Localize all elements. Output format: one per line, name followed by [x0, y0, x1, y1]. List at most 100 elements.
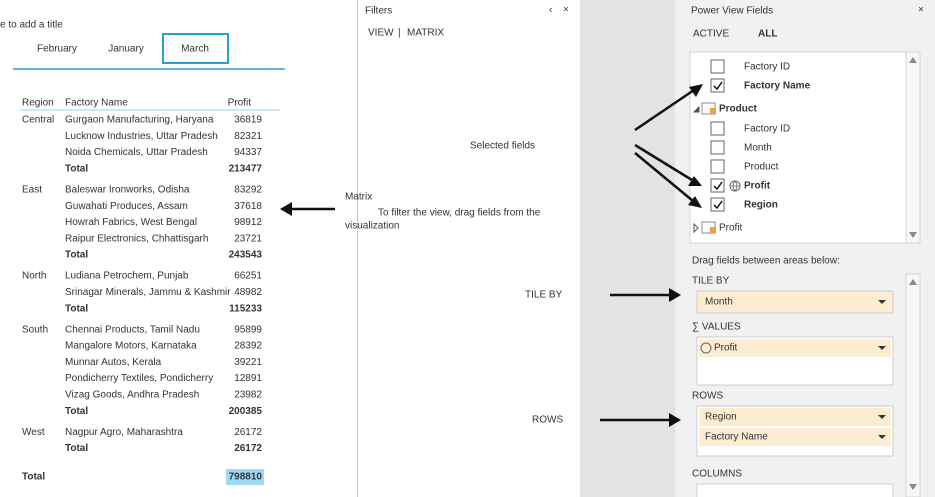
- grand-total-label: Total: [22, 472, 45, 483]
- factory-cell: Howrah Fabrics, West Bengal: [65, 217, 197, 228]
- factory-cell: Baleswar Ironworks, Odisha: [65, 185, 190, 196]
- areas-hint: Drag fields between areas below:: [692, 256, 840, 267]
- filters-title: Filters: [365, 6, 392, 17]
- well-field[interactable]: Profit: [714, 343, 738, 354]
- dropdown-arrow[interactable]: [878, 346, 886, 350]
- checkbox[interactable]: [710, 159, 725, 174]
- column-header: Factory Name: [65, 98, 128, 109]
- annotation: Matrix: [345, 192, 372, 203]
- dropdown-arrow[interactable]: [878, 300, 886, 304]
- region-cell: East: [22, 185, 42, 196]
- expand-toggle[interactable]: [692, 105, 700, 113]
- region-cell: Central: [22, 115, 54, 126]
- tile[interactable]: February: [37, 44, 77, 55]
- tile-selected-box: [162, 33, 229, 64]
- factory-cell: Chennai Products, Tamil Nadu: [65, 324, 200, 335]
- filters-bg: [358, 0, 580, 497]
- canvas-title[interactable]: e to add a title: [0, 20, 63, 31]
- dropdown-arrow[interactable]: [878, 415, 886, 419]
- close-button[interactable]: ×: [563, 5, 569, 16]
- fields-tab[interactable]: ALL: [758, 29, 777, 40]
- annotation: ROWS: [532, 415, 563, 426]
- area-label: COLUMNS: [692, 469, 742, 480]
- field-well[interactable]: [699, 408, 891, 426]
- field-name[interactable]: Month: [744, 143, 772, 154]
- total-value: 26172: [234, 443, 262, 454]
- checkbox[interactable]: [710, 197, 725, 212]
- area-label: TILE BY: [692, 276, 730, 287]
- factory-cell: Raipur Electronics, Chhattisgarh: [65, 233, 208, 244]
- grand-total-value: 798810: [229, 472, 263, 483]
- tile[interactable]: January: [108, 44, 144, 55]
- table-icon-badge: [710, 108, 716, 114]
- fields-tab[interactable]: ACTIVE: [693, 29, 729, 40]
- total-label: Total: [65, 406, 88, 417]
- dropdown-arrow[interactable]: [878, 435, 886, 439]
- factory-cell: Munnar Autos, Kerala: [65, 357, 162, 368]
- drop-area: [696, 483, 894, 497]
- expand-toggle[interactable]: [693, 222, 699, 234]
- field-name[interactable]: Factory ID: [744, 124, 790, 135]
- checkmark: [713, 81, 723, 91]
- profit-cell: 28392: [234, 341, 262, 352]
- annotation: visualization: [345, 221, 399, 232]
- factory-cell: Noida Chemicals, Uttar Pradesh: [65, 147, 208, 158]
- factory-cell: Lucknow Industries, Uttar Pradesh: [65, 131, 218, 142]
- field-name[interactable]: Product: [744, 162, 779, 173]
- grand-total-highlight: [226, 469, 264, 485]
- gutter-bg: [580, 0, 675, 497]
- column-header: Region: [22, 98, 54, 109]
- filters-tab[interactable]: VIEW: [368, 28, 394, 39]
- profit-cell: 26172: [234, 427, 262, 438]
- checkbox[interactable]: [710, 59, 725, 74]
- field-well[interactable]: [699, 428, 891, 446]
- field-name[interactable]: Factory ID: [744, 62, 790, 73]
- well-field[interactable]: Factory Name: [705, 432, 768, 443]
- factory-cell: Guwahati Produces, Assam: [65, 201, 188, 212]
- table-icon-badge: [710, 227, 716, 233]
- total-label: Total: [65, 250, 88, 261]
- checkbox[interactable]: [710, 121, 725, 136]
- filters-tab[interactable]: MATRIX: [407, 28, 444, 39]
- field-name[interactable]: Factory Name: [744, 81, 811, 92]
- tile[interactable]: March: [181, 44, 209, 55]
- field-name[interactable]: Profit: [744, 181, 771, 192]
- total-label: Total: [65, 303, 88, 314]
- region-cell: West: [22, 427, 45, 438]
- factory-cell: Srinagar Minerals, Jammu & Kashmir: [65, 287, 231, 298]
- factory-cell: Ludiana Petrochem, Punjab: [65, 271, 189, 282]
- profit-cell: 48982: [234, 287, 262, 298]
- well-field[interactable]: Month: [705, 297, 733, 308]
- checkbox[interactable]: [710, 178, 725, 193]
- globe-icon: [730, 180, 740, 192]
- table-name[interactable]: Product: [719, 104, 757, 115]
- total-label: Total: [65, 164, 88, 175]
- table-name[interactable]: Profit: [719, 223, 743, 234]
- close-button[interactable]: ×: [918, 5, 924, 16]
- scrollbar[interactable]: [905, 51, 921, 244]
- field-list-box: [689, 51, 907, 244]
- fields-title: Power View Fields: [691, 6, 773, 17]
- factory-cell: Pondicherry Textiles, Pondicherry: [65, 373, 213, 384]
- factory-cell: Mangalore Motors, Karnataka: [65, 341, 197, 352]
- total-value: 115233: [229, 303, 262, 314]
- scrollbar[interactable]: [905, 273, 921, 497]
- region-cell: South: [22, 324, 48, 335]
- profit-cell: 23982: [234, 390, 262, 401]
- profit-cell: 82321: [234, 131, 262, 142]
- total-value: 200385: [229, 406, 263, 417]
- field-well[interactable]: [699, 339, 891, 357]
- filters-hint: To filter the view, drag fields from the: [378, 208, 541, 219]
- collapse-button[interactable]: ‹: [549, 5, 552, 16]
- region-cell: North: [22, 271, 46, 282]
- well-field[interactable]: Region: [705, 412, 737, 423]
- field-name[interactable]: Region: [744, 200, 778, 211]
- profit-cell: 12891: [234, 373, 262, 384]
- checkbox[interactable]: [710, 78, 725, 93]
- column-header: Profit: [228, 98, 252, 109]
- factory-cell: Nagpur Agro, Maharashtra: [65, 427, 183, 438]
- checkbox[interactable]: [710, 140, 725, 155]
- profit-cell: 36819: [234, 115, 262, 126]
- globe-icon: [700, 342, 712, 354]
